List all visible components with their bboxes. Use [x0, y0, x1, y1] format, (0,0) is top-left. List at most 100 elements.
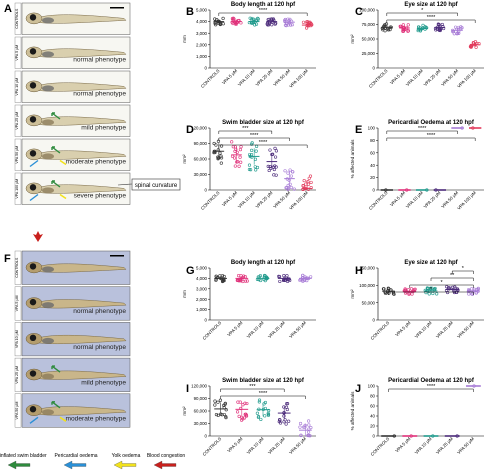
significance-bracket: [386, 130, 458, 134]
y-tick-label: 30,000: [194, 172, 208, 177]
panel-letter-j: J: [355, 383, 361, 395]
data-point: [216, 139, 221, 143]
data-point: [308, 434, 312, 438]
data-point: [250, 155, 254, 159]
data-point: [257, 398, 262, 402]
row-label: VPA 25 μM: [15, 112, 19, 130]
data-point: [250, 148, 254, 152]
data-point: [253, 23, 257, 27]
data-point: [268, 148, 272, 152]
data-point: [406, 23, 410, 27]
x-tick-label: VPA 100 μM: [456, 190, 477, 211]
legend-arrow-icon: [7, 460, 31, 470]
y-tick-label: 80: [370, 138, 375, 143]
significance-label: *: [462, 266, 465, 272]
significance-label: ****: [250, 133, 259, 139]
x-tick-label: VPA 5 μM: [389, 190, 406, 207]
y-tick-label: 0: [205, 434, 208, 439]
data-point: [384, 291, 388, 296]
chart-g: G Body length at 120 hpf 0 1,000 2,000 3,000 4…: [182, 260, 316, 341]
data-point: [239, 274, 243, 278]
data-point: [283, 169, 287, 173]
row-label: VPA 50 μM: [15, 146, 19, 164]
x-tick-label: VPA 25 μM: [255, 68, 274, 87]
x-tick-label: VPA 5 μM: [221, 68, 238, 85]
legend-label: Uninflated swim bladder: [0, 453, 47, 459]
data-point: [241, 417, 245, 421]
data-point: [289, 23, 293, 27]
data-point: [238, 277, 242, 281]
data-point: [288, 168, 292, 172]
phenotype-label: normal phenotype: [73, 57, 126, 64]
data-point: [386, 28, 391, 32]
data-point: [258, 278, 263, 283]
chart-title: Body length at 120 hpf: [231, 2, 296, 8]
significance-label: ****: [427, 384, 436, 390]
data-point: [238, 155, 242, 159]
significance-label: ****: [418, 126, 427, 132]
larva-row: CONTROLS: [14, 250, 131, 285]
data-point: [445, 290, 450, 295]
data-point: [245, 401, 249, 406]
y-tick-label: 50,000: [362, 37, 376, 42]
x-tick-label: VPA 25 μM: [255, 190, 274, 209]
phenotype-label: moderate phenotype: [66, 159, 127, 166]
data-point: [406, 29, 410, 33]
legend-label: Blood congestion: [147, 453, 186, 459]
data-point: [253, 157, 258, 161]
y-tick-label: 0: [373, 66, 376, 71]
phenotype-label: normal phenotype: [73, 308, 126, 315]
y-tick-label: 90,000: [194, 141, 208, 146]
larva-yolk: [42, 373, 54, 380]
x-tick-label: VPA 5 μM: [226, 436, 243, 453]
data-point: [214, 143, 218, 147]
data-point: [257, 407, 261, 411]
x-tick-label: VPA 10 μM: [237, 190, 256, 209]
x-tick-label: VPA 50 μM: [288, 436, 307, 455]
data-point: [230, 154, 235, 158]
significance-label: ****: [259, 8, 268, 14]
larva-yolk: [42, 409, 54, 416]
data-point: [309, 425, 313, 430]
larva-eye: [29, 14, 37, 21]
x-tick-label: VPA 5 μM: [394, 436, 411, 453]
data-point: [216, 157, 220, 161]
data-point: [286, 171, 290, 175]
data-point: [274, 173, 278, 177]
larva-yolk: [42, 187, 54, 194]
data-point: [284, 422, 288, 426]
y-axis-label: % affected animals: [350, 391, 355, 430]
x-tick-label: VPA 25 μM: [423, 190, 442, 209]
chart-h: H Eye size at 120 hpf 0 50,000 100,000 150,00…: [350, 260, 484, 341]
x-tick-label: CONTROLS: [200, 190, 221, 211]
yolk-oedema-arrow-icon: [59, 193, 67, 200]
panel-letter-d: D: [186, 124, 194, 136]
x-tick-label: VPA 5 μM: [221, 190, 238, 207]
panel-letter-c: C: [355, 6, 363, 18]
data-point: [441, 25, 445, 29]
larva-eye: [29, 334, 37, 342]
chart-j: J Pericardial Oedema at 120 hpf 0 20 40 60 80 1…: [350, 378, 484, 457]
data-point: [286, 279, 290, 283]
data-point: [268, 165, 272, 169]
data-point: [270, 23, 274, 27]
x-tick-label: VPA 25 μM: [267, 320, 286, 339]
y-tick-label: 120,000: [191, 126, 207, 131]
y-tick-label: 0: [373, 434, 376, 439]
data-point: [256, 414, 261, 419]
row-label: VPA 10 μM: [15, 330, 19, 348]
data-point: [278, 421, 283, 425]
y-tick-label: 3,000: [196, 31, 208, 36]
scale-bar: [110, 255, 124, 257]
data-point: [253, 165, 257, 169]
data-point: [254, 22, 259, 26]
x-tick-label: VPA 10 μM: [414, 436, 433, 455]
data-point: [301, 273, 305, 277]
legend-label: Pericardial oedema: [54, 453, 97, 459]
swim-bladder-arrow-icon: [51, 146, 61, 154]
y-tick-label: 0: [373, 188, 376, 193]
data-point: [304, 182, 308, 186]
data-point: [267, 168, 271, 173]
x-tick-label: VPA 100 μM: [456, 68, 477, 89]
